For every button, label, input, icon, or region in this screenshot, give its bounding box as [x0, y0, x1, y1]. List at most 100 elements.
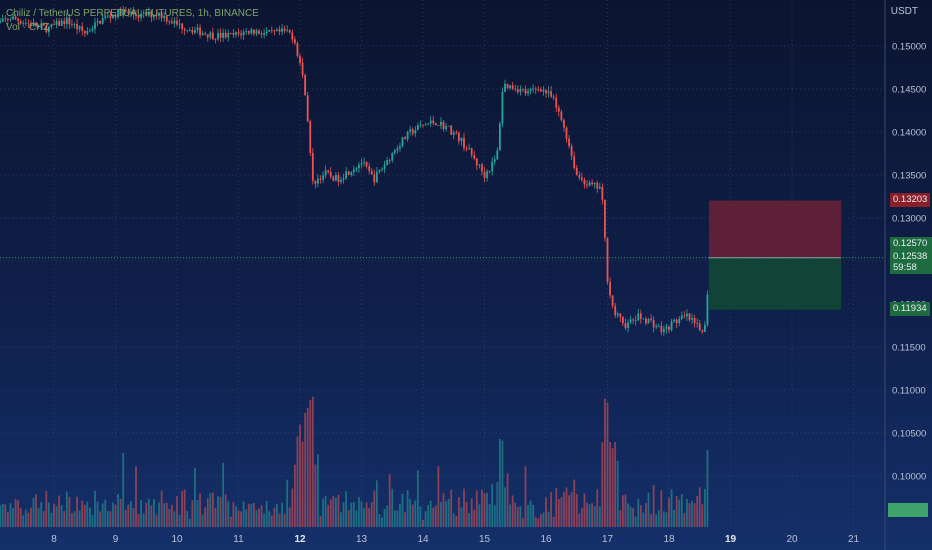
take-profit-price-tag: 0.11934 — [890, 302, 930, 316]
volume-bar — [686, 498, 688, 527]
volume-bar — [639, 505, 642, 527]
volume-bar — [229, 516, 232, 527]
volume-bar — [680, 493, 683, 527]
volume-bar — [660, 490, 663, 527]
volume-bar — [396, 510, 399, 527]
volume-bar — [191, 500, 194, 527]
candle-body — [524, 89, 527, 94]
candle-body — [58, 21, 61, 26]
candle-body — [580, 177, 583, 180]
volume-bar — [291, 488, 294, 527]
volume-bar — [181, 491, 184, 527]
candle-body — [409, 129, 412, 132]
candle-body — [545, 89, 547, 94]
candle-body — [416, 125, 419, 131]
volume-bar — [665, 512, 668, 527]
candle-body — [578, 175, 581, 178]
candle-body — [81, 26, 84, 31]
candle-body — [194, 30, 196, 33]
candle-body — [427, 123, 430, 125]
volume-bar — [514, 502, 517, 527]
candle-body — [319, 178, 322, 180]
candle-body — [363, 162, 365, 164]
volume-bar — [586, 502, 588, 527]
volume-bar — [55, 506, 58, 527]
candle-body — [342, 178, 345, 180]
candle-body — [560, 111, 563, 121]
volume-bar — [588, 504, 591, 527]
candle-body — [675, 319, 678, 323]
volume-bar — [224, 494, 227, 527]
candle-body — [573, 156, 576, 168]
volume-bar — [368, 507, 371, 527]
volume-bar — [409, 499, 412, 527]
candle-body — [78, 26, 81, 30]
volume-bar — [529, 500, 532, 527]
candle-body — [583, 179, 586, 185]
candle-body — [373, 174, 376, 183]
candle-body — [606, 238, 609, 282]
candle-body — [4, 18, 7, 20]
volume-bar — [378, 513, 381, 527]
volume-bar — [527, 505, 529, 527]
candle-body — [434, 123, 437, 126]
volume-bar — [414, 500, 417, 527]
volume-bar — [237, 510, 240, 527]
volume-legend[interactable]: Vol · CHZ — [6, 22, 50, 33]
candle-body — [258, 30, 260, 34]
candle-body — [201, 33, 204, 36]
volume-bar — [96, 501, 99, 527]
volume-bar — [91, 514, 94, 527]
candle-body — [73, 24, 76, 25]
candle-body — [445, 126, 447, 130]
stop-loss-price-tag: 0.13203 — [890, 193, 931, 207]
candle-body — [176, 20, 178, 25]
symbol-legend[interactable]: Chiliz / TetherUS PERPETUAL FUTURES, 1h,… — [6, 8, 259, 19]
volume-bar — [337, 494, 340, 527]
candle-body — [370, 170, 373, 175]
candle-body — [309, 121, 312, 153]
candle-body — [232, 33, 235, 35]
volume-bar — [268, 511, 271, 527]
candle-body — [229, 33, 232, 34]
candle-body — [611, 295, 614, 306]
candle-body — [568, 138, 570, 147]
candle-body — [657, 326, 660, 327]
volume-bar — [145, 502, 148, 527]
price-tick-label: 0.11000 — [892, 386, 926, 397]
candle-body — [693, 318, 696, 324]
candle-body — [160, 12, 163, 19]
candle-body — [211, 32, 214, 40]
volume-bar — [127, 504, 130, 527]
volume-bar — [580, 508, 583, 527]
volume-bar — [568, 495, 570, 527]
volume-bar — [539, 514, 542, 527]
volume-bar — [222, 462, 225, 527]
candle-body — [263, 33, 266, 35]
candle-body — [465, 148, 468, 150]
volume-bar — [350, 502, 353, 527]
volume-bar — [404, 512, 406, 527]
volume-bar — [342, 502, 345, 527]
volume-bar — [240, 511, 242, 527]
volume-bar — [393, 510, 396, 527]
volume-bar — [63, 510, 66, 527]
candle-body — [447, 125, 450, 127]
price-tick-label: 0.13000 — [892, 214, 926, 225]
candle-body — [475, 158, 478, 166]
candle-body — [40, 23, 43, 26]
volume-bar — [35, 494, 37, 527]
candle-body — [35, 22, 37, 27]
volume-bar — [463, 488, 465, 527]
candle-body — [450, 125, 453, 135]
candle-body — [83, 30, 86, 34]
candle-body — [265, 31, 268, 34]
candle-body — [598, 186, 601, 189]
candle-body — [422, 124, 424, 126]
candle-body — [652, 320, 655, 328]
volume-bar — [109, 511, 112, 527]
volume-bar — [440, 502, 442, 527]
volume-bar — [432, 507, 435, 527]
